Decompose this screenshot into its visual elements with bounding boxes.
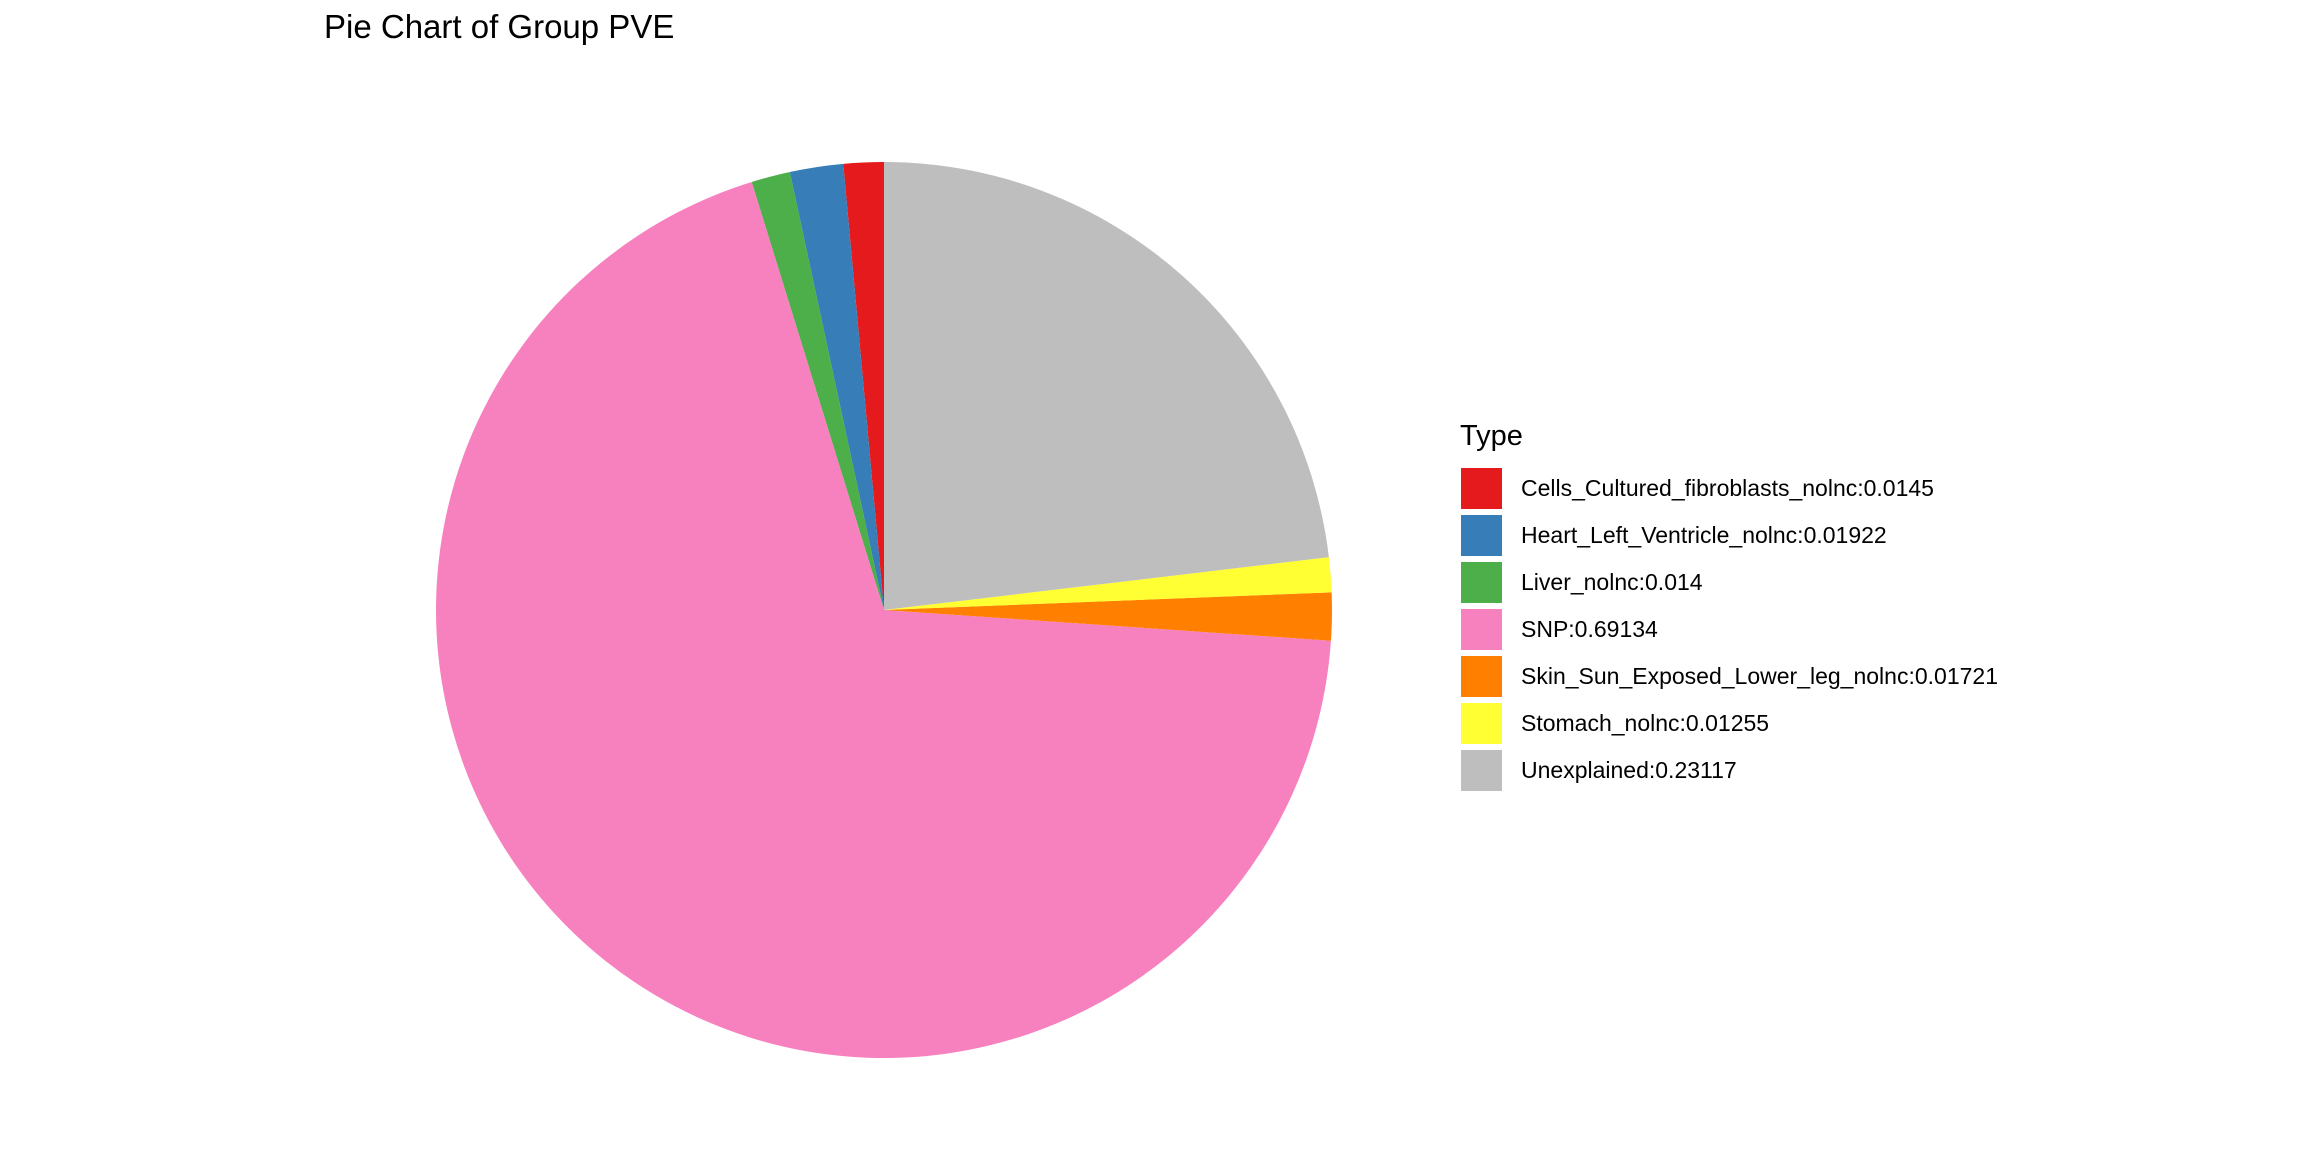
pie-slice-1 [789, 163, 884, 610]
legend-label: Liver_nolnc:0.014 [1521, 569, 1703, 595]
pie-slice-4 [884, 592, 1332, 641]
legend-swatch [1460, 467, 1503, 510]
legend-swatch [1460, 514, 1503, 557]
legend-swatch [1460, 608, 1503, 651]
legend-item: Liver_nolnc:0.014 [1460, 559, 1998, 606]
pie-slice-3 [436, 181, 1331, 1059]
legend-title: Type [1460, 420, 1523, 452]
legend-label: Unexplained:0.23117 [1521, 757, 1737, 783]
legend-label: Cells_Cultured_fibroblasts_nolnc:0.0145 [1521, 475, 1934, 501]
legend-item: Skin_Sun_Exposed_Lower_leg_nolnc:0.01721 [1460, 653, 1998, 700]
pie-slice-6 [884, 162, 1329, 610]
legend-item: Heart_Left_Ventricle_nolnc:0.01922 [1460, 512, 1998, 559]
legend-swatch [1460, 655, 1503, 698]
pie-slice-2 [751, 172, 884, 611]
legend-label: SNP:0.69134 [1521, 616, 1658, 642]
chart-title: Pie Chart of Group PVE [324, 8, 675, 45]
legend-item: Stomach_nolnc:0.01255 [1460, 700, 1998, 747]
legend-label: Skin_Sun_Exposed_Lower_leg_nolnc:0.01721 [1521, 663, 1998, 689]
pie-slice-0 [843, 162, 884, 610]
legend-swatch [1460, 702, 1503, 745]
legend: Type Cells_Cultured_fibroblasts_nolnc:0.… [1460, 420, 1998, 794]
legend-label: Stomach_nolnc:0.01255 [1521, 710, 1770, 736]
legend-item: Cells_Cultured_fibroblasts_nolnc:0.0145 [1460, 465, 1998, 512]
legend-item: SNP:0.69134 [1460, 606, 1998, 653]
legend-label: Heart_Left_Ventricle_nolnc:0.01922 [1521, 522, 1887, 548]
legend-swatch [1460, 749, 1503, 792]
legend-swatch [1460, 561, 1503, 604]
legend-items: Cells_Cultured_fibroblasts_nolnc:0.0145 H… [1460, 465, 1998, 794]
pie-slice-5 [884, 557, 1332, 610]
legend-item: Unexplained:0.23117 [1460, 747, 1998, 794]
